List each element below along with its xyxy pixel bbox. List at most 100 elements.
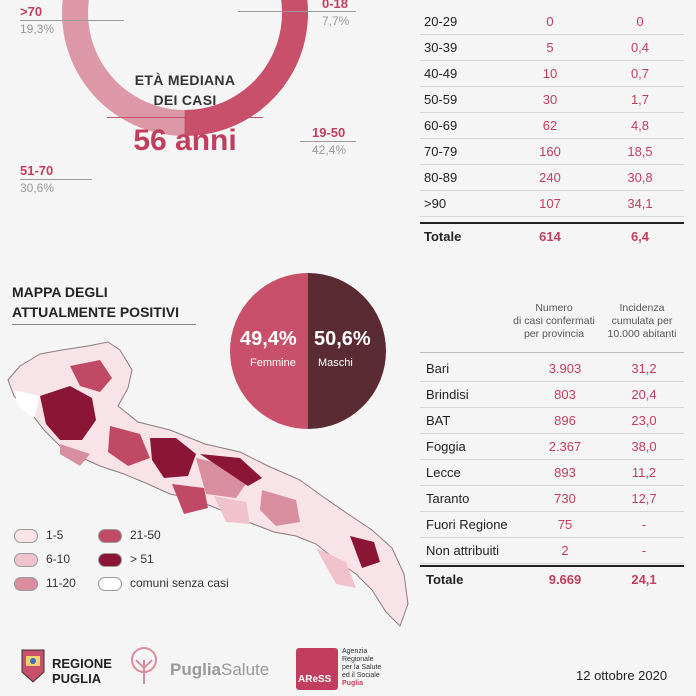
donut-label-51-70: 51-70 bbox=[20, 163, 54, 178]
province-incidence: 31,2 bbox=[631, 361, 657, 376]
map-zone-west-lower bbox=[60, 444, 90, 466]
age-cases: 160 bbox=[539, 144, 561, 159]
donut-pct-over70: 19,3% bbox=[20, 22, 55, 36]
province-header-rule bbox=[420, 352, 684, 353]
leader-line-51-70 bbox=[20, 179, 92, 180]
regione-puglia-logo bbox=[21, 649, 45, 683]
age-cases: 0 bbox=[546, 14, 554, 29]
map-zone-north bbox=[70, 360, 112, 392]
province-name: Taranto bbox=[426, 491, 470, 506]
province-cases: 3.903 bbox=[548, 361, 582, 376]
donut-label-0-18: 0-18 bbox=[322, 0, 349, 11]
age-row: >90 107 34,1 bbox=[420, 191, 684, 217]
map-zone-bat bbox=[108, 426, 150, 466]
province-row: Taranto 730 12,7 bbox=[420, 486, 684, 512]
age-band: 50-59 bbox=[424, 92, 458, 107]
map-zone-bari-coast bbox=[200, 454, 262, 486]
donut-pct-0-18: 7,7% bbox=[322, 14, 350, 28]
province-cases: 896 bbox=[554, 413, 576, 428]
map-zone-central bbox=[214, 496, 250, 524]
province-incidence: 11,2 bbox=[631, 465, 657, 480]
age-total-cases: 614 bbox=[539, 229, 561, 244]
donut-pct-19-50: 42,4% bbox=[312, 143, 347, 157]
age-total-row: Totale 614 6,4 bbox=[420, 224, 684, 250]
province-cases: 803 bbox=[554, 387, 576, 402]
map-zone-west bbox=[14, 390, 40, 418]
puglia-salute-logo-icon bbox=[131, 647, 157, 684]
age-incidence: 0,4 bbox=[630, 40, 650, 55]
province-cases: 893 bbox=[554, 465, 576, 480]
age-incidence: 0 bbox=[636, 14, 644, 29]
province-name: Bari bbox=[426, 361, 450, 376]
legend-label: 6-10 bbox=[46, 552, 71, 566]
province-name: Fuori Regione bbox=[426, 517, 508, 532]
map-zone-bari bbox=[150, 438, 196, 478]
province-total-cases: 9.669 bbox=[548, 572, 582, 587]
province-incidence: 12,7 bbox=[631, 491, 657, 506]
age-incidence: 30,8 bbox=[627, 170, 653, 185]
province-row: Non attribuiti 2 - bbox=[420, 538, 684, 564]
province-incidence: - bbox=[641, 517, 647, 532]
donut-label-over70: >70 bbox=[20, 4, 43, 19]
age-cases: 30 bbox=[542, 92, 558, 107]
age-row: 40-49 10 0,7 bbox=[420, 61, 684, 87]
age-incidence: 4,8 bbox=[630, 118, 650, 133]
map-zone-lecce bbox=[350, 536, 380, 568]
province-incidence: 20,4 bbox=[631, 387, 657, 402]
province-name: BAT bbox=[426, 413, 451, 428]
legend-label: 1-5 bbox=[46, 528, 64, 542]
province-cases: 2.367 bbox=[548, 439, 582, 454]
female-half bbox=[230, 273, 308, 429]
map-zone-bari-south bbox=[196, 458, 250, 498]
age-row: 50-59 30 1,7 bbox=[420, 87, 684, 113]
province-cases: 730 bbox=[554, 491, 576, 506]
age-row: 30-39 5 0,4 bbox=[420, 35, 684, 61]
map-zone-foggia bbox=[40, 386, 96, 440]
leader-line-19-50 bbox=[300, 141, 356, 142]
male-percentage: 50,6% bbox=[314, 328, 371, 350]
age-incidence: 0,7 bbox=[630, 66, 650, 81]
donut-label-19-50: 19-50 bbox=[312, 125, 346, 140]
female-percentage: 49,4% bbox=[240, 328, 297, 350]
aress-logo: AReSS bbox=[296, 648, 338, 690]
gender-split-chart bbox=[230, 273, 386, 429]
province-row: Bari 3.903 31,2 bbox=[420, 356, 684, 382]
province-cases: 75 bbox=[557, 517, 573, 532]
province-cases-header: Numero di casi confermati per provincia bbox=[513, 302, 595, 340]
map-title-rule bbox=[12, 324, 196, 325]
age-band: >90 bbox=[424, 196, 447, 211]
age-incidence: 18,5 bbox=[627, 144, 653, 159]
age-row: 20-29 0 0 bbox=[420, 9, 684, 35]
donut-slice-19-50 bbox=[184, 0, 308, 136]
legend-swatch bbox=[14, 529, 38, 543]
male-label: Maschi bbox=[318, 357, 353, 369]
age-cases: 10 bbox=[542, 66, 558, 81]
map-zone-salento bbox=[316, 548, 356, 588]
age-total-rule bbox=[420, 222, 684, 224]
province-name: Lecce bbox=[426, 465, 461, 480]
median-age-value: 56 anni bbox=[133, 124, 237, 157]
median-age-title: ETÀ MEDIANA DEI CASI bbox=[134, 72, 236, 108]
legend-label: 21-50 bbox=[130, 528, 161, 542]
legend-swatch bbox=[98, 553, 122, 567]
age-cases: 5 bbox=[546, 40, 554, 55]
province-cases: 2 bbox=[561, 543, 569, 558]
age-row: 80-89 240 30,8 bbox=[420, 165, 684, 191]
legend-swatch bbox=[98, 529, 122, 543]
province-incidence-header: Incidenza cumulata per 10.000 abitanti bbox=[607, 302, 677, 340]
male-half bbox=[308, 273, 386, 429]
age-band: 30-39 bbox=[424, 40, 458, 55]
age-band: 60-69 bbox=[424, 118, 458, 133]
age-band: 70-79 bbox=[424, 144, 458, 159]
province-row: Fuori Regione 75 - bbox=[420, 512, 684, 538]
age-band: 20-29 bbox=[424, 14, 458, 29]
province-row: Foggia 2.367 38,0 bbox=[420, 434, 684, 460]
puglia-map bbox=[7, 341, 409, 627]
map-zone-brindisi bbox=[260, 490, 300, 526]
median-divider bbox=[107, 117, 263, 118]
province-row: Lecce 893 11,2 bbox=[420, 460, 684, 486]
province-incidence: - bbox=[641, 543, 647, 558]
province-incidence: 23,0 bbox=[631, 413, 657, 428]
legend-label: comuni senza casi bbox=[130, 576, 229, 590]
province-total-incidence: 24,1 bbox=[631, 572, 657, 587]
